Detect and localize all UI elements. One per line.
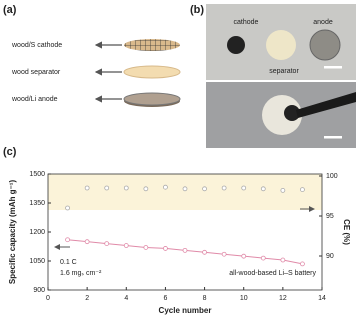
data-point (143, 186, 149, 192)
data-point (202, 186, 207, 192)
y-tick-label: 1500 (29, 171, 45, 178)
scale-bar (324, 66, 342, 69)
y-tick-label: 1350 (29, 200, 45, 207)
data-point (143, 245, 149, 250)
data-point (221, 185, 227, 191)
y2-tick-label: 95 (326, 213, 334, 220)
photo-label: anode (313, 19, 333, 26)
data-point (280, 187, 286, 193)
anode-photo (309, 29, 341, 61)
data-point (202, 249, 207, 255)
data-point (182, 247, 188, 253)
y-tick-label: 1200 (29, 229, 45, 236)
cathode-photo (284, 105, 300, 121)
y-axis-title: Specific capacity (mAh g⁻¹) (8, 180, 17, 285)
cathode-photo (227, 36, 245, 54)
data-point (84, 185, 90, 191)
x-tick-label: 10 (240, 295, 248, 302)
item-label: wood/S cathode (11, 42, 62, 49)
y2-axis-title: CE (%) (342, 219, 351, 245)
data-point (65, 205, 70, 211)
photo-label: separator (269, 68, 299, 75)
annotation: 1.6 mgₛ cm⁻² (60, 270, 102, 277)
separator-photo (266, 30, 296, 60)
x-tick-label: 14 (318, 295, 326, 302)
data-point (182, 186, 188, 192)
data-point (280, 257, 286, 263)
scale-bar (324, 136, 342, 139)
x-tick-label: 2 (85, 295, 89, 302)
x-axis-title: Cycle number (159, 306, 212, 315)
x-tick-label: 4 (124, 295, 128, 302)
x-tick-label: 0 (46, 295, 50, 302)
photo-label: cathode (234, 19, 259, 26)
data-point (123, 243, 129, 248)
data-point (163, 246, 168, 251)
tweezers (296, 92, 356, 118)
y-tick-label: 1050 (29, 258, 45, 265)
data-point (123, 185, 129, 191)
data-point (104, 241, 110, 247)
data-point (241, 253, 247, 259)
data-point (221, 251, 227, 257)
y2-tick-label: 90 (326, 253, 334, 260)
data-point (260, 255, 266, 261)
item-label: wood/Li anode (11, 96, 58, 103)
panel-label: (a) (3, 4, 17, 16)
x-tick-label: 6 (163, 295, 167, 302)
data-point (104, 185, 110, 191)
data-point (300, 261, 305, 267)
data-point (65, 237, 70, 243)
panel-label: (c) (3, 146, 17, 158)
x-tick-label: 8 (203, 295, 207, 302)
separator-disc (123, 65, 181, 79)
arrows (94, 41, 122, 103)
item-label: wood separator (11, 69, 61, 76)
data-point (300, 187, 305, 193)
y-tick-label: 900 (33, 287, 45, 294)
panel-label: (b) (190, 4, 204, 16)
data-point (241, 185, 247, 191)
annotation: 0.1 C (60, 259, 77, 266)
data-point (84, 239, 90, 245)
anode-disc (123, 92, 181, 106)
cathode-disc (124, 39, 180, 51)
annotation: all-wood-based Li–S battery (229, 270, 316, 277)
chart: 900 1050 1200 1350 1500 90 95 100 0 2 4 6 8 10 12 14 Cyc… (8, 171, 351, 315)
ce-band (48, 174, 322, 210)
x-tick-label: 12 (279, 295, 287, 302)
data-point (163, 184, 168, 190)
y2-tick-label: 100 (326, 173, 338, 180)
data-point (260, 186, 266, 192)
